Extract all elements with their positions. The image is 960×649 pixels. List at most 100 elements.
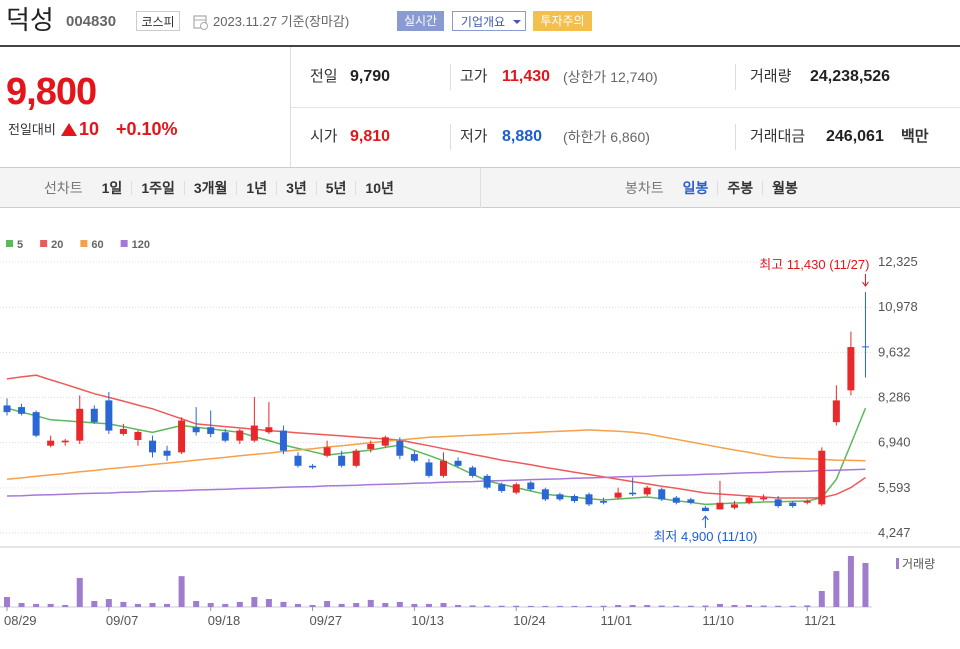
volume-bar (295, 603, 301, 607)
realtime-button[interactable]: 실시간 (397, 11, 444, 31)
volume-bar (673, 605, 680, 607)
x-tick-label: 11/10 (702, 613, 734, 628)
tab[interactable]: 3개월 (183, 181, 237, 195)
item-extra: (상한가 12,740) (563, 69, 658, 85)
volume-bar (440, 603, 447, 607)
volume-bar (862, 563, 869, 607)
date: 2023.11.27 기준(장마감) (213, 14, 350, 29)
candle-body (410, 454, 418, 461)
ma-line (6, 468, 866, 497)
tab[interactable]: 월봉 (762, 181, 807, 195)
volume-bar (586, 605, 592, 607)
candle-body (76, 408, 84, 441)
volume-bar (731, 605, 738, 607)
chart: 5 20 60 120 12,325 10,978 9,632 8,286 6,940 5,593… (0, 239, 960, 628)
item-label: 저가 (460, 128, 488, 145)
volume-bar (164, 603, 171, 607)
candle-body (90, 408, 98, 423)
candle-body (847, 347, 855, 391)
candle-body (498, 484, 506, 491)
high-annotation: 최고 11,430 (11/27) (759, 257, 869, 272)
volume-legend-swatch (896, 558, 899, 569)
tab[interactable]: 10년 (355, 181, 402, 195)
x-tick-label: 11/21 (804, 613, 836, 628)
candle-body (105, 400, 113, 431)
candle-body (556, 494, 564, 500)
volume-bar (542, 605, 549, 607)
legend-swatch (120, 240, 128, 247)
candle-body (643, 487, 651, 495)
x-tick-label: 09/18 (208, 613, 241, 628)
tab[interactable]: 일봉 (682, 180, 709, 196)
candle-body (760, 497, 768, 500)
tab[interactable]: 주봉 (717, 181, 762, 195)
volume-bar (600, 605, 607, 607)
tab[interactable]: 1주일 (131, 181, 184, 195)
divider (735, 64, 736, 90)
candle-body (149, 440, 156, 453)
candle-body (832, 400, 840, 423)
volume-bar (396, 601, 403, 607)
volume-bar (513, 605, 520, 607)
item-label: 전일 (310, 68, 338, 85)
volume-bar (120, 601, 127, 607)
volume-bar (338, 603, 345, 607)
company-button[interactable]: 기업개요 (452, 11, 526, 31)
candle-body (658, 489, 666, 500)
candle-body (585, 494, 593, 505)
volume-bar (207, 603, 214, 607)
volume-bar (425, 603, 432, 607)
stock-name: 덕성 (6, 5, 54, 35)
tab[interactable]: 1일 (101, 180, 123, 196)
volume-bar (309, 605, 316, 607)
item-value: 24,238,526 (810, 68, 891, 85)
candle-body (3, 405, 11, 413)
candle-body (32, 412, 40, 436)
volume-bar (47, 603, 54, 607)
header-rule (0, 45, 960, 47)
volume-bar (178, 576, 185, 607)
volume-bar (716, 603, 723, 607)
y-tick-label: 6,940 (878, 435, 911, 450)
candle-body (440, 460, 447, 476)
candle-body (323, 447, 331, 456)
candle-body (774, 499, 782, 507)
item-label: 고가 (460, 68, 488, 85)
volume-bar (280, 601, 287, 607)
volume-bar (149, 603, 156, 607)
candle-tabs: 봉차트 일봉 주봉 월봉 (616, 168, 807, 208)
tab[interactable]: 5년 (315, 181, 356, 195)
ma-line (6, 429, 866, 480)
tab-group-label: 선차트 (44, 180, 83, 196)
candle-body (192, 427, 200, 433)
candle-body (803, 501, 811, 503)
calendar-icon (193, 15, 208, 30)
candle-body (425, 462, 433, 476)
volume-bar (527, 605, 534, 607)
change-pct: +0.10% (116, 119, 178, 139)
volume-bar (411, 603, 418, 607)
legend-swatch (40, 240, 48, 247)
candle-body (570, 495, 578, 502)
tab[interactable]: 3년 (276, 181, 316, 195)
volume-bar (746, 605, 753, 607)
volume-bar (498, 605, 505, 607)
volume-bar (469, 605, 476, 607)
candle-body (614, 492, 622, 498)
volume-bar (91, 601, 98, 607)
volume-bar (62, 605, 69, 607)
candle-body (119, 428, 127, 434)
volume-bar (833, 571, 840, 607)
legend-label: 20 (51, 239, 63, 251)
candle-body (483, 475, 491, 488)
high-arrow (862, 274, 869, 287)
y-tick-label: 5,593 (878, 480, 911, 495)
item-label: 거래대금 (750, 128, 806, 145)
tab[interactable]: 1년 (236, 181, 276, 195)
legend-label: 5 (17, 239, 23, 251)
x-tick-label: 08/29 (4, 613, 37, 628)
candle-body (265, 427, 273, 433)
candle-body (236, 430, 244, 441)
y-tick-label: 8,286 (878, 390, 911, 405)
